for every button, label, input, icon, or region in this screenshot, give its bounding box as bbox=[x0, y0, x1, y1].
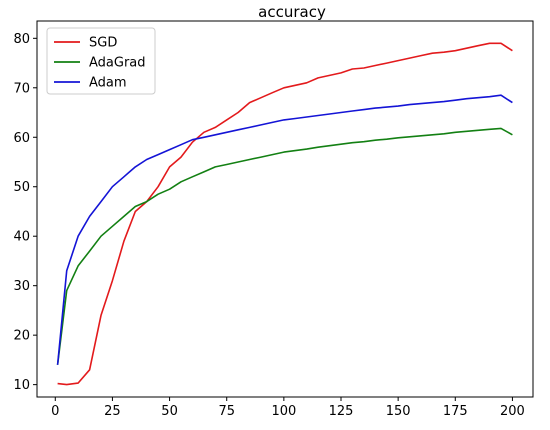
y-tick-label: 40 bbox=[13, 230, 30, 245]
legend-label: Adam bbox=[89, 76, 127, 91]
x-tick-label: 125 bbox=[329, 404, 354, 419]
legend-box bbox=[46, 27, 156, 95]
plot-frame bbox=[36, 20, 534, 398]
x-tick-label: 200 bbox=[500, 404, 525, 419]
x-tick-label: 175 bbox=[443, 404, 468, 419]
series-line-sgd bbox=[57, 42, 513, 386]
y-tick-label: 30 bbox=[13, 279, 30, 294]
x-tick-label: 50 bbox=[161, 404, 178, 419]
chart-title: accuracy bbox=[258, 3, 326, 21]
x-tick-label: 25 bbox=[104, 404, 121, 419]
x-tick-label: 100 bbox=[271, 404, 296, 419]
y-tick-label: 80 bbox=[13, 32, 30, 47]
y-tick-label: 50 bbox=[13, 180, 30, 195]
y-tick-label: 10 bbox=[13, 378, 30, 393]
x-tick-label: 75 bbox=[218, 404, 235, 419]
legend-label: AdaGrad bbox=[89, 56, 146, 71]
x-tick-label: 150 bbox=[386, 404, 411, 419]
series-line-adagrad bbox=[56, 127, 513, 365]
y-tick-label: 70 bbox=[13, 81, 30, 96]
legend-label: SGD bbox=[89, 36, 117, 51]
x-tick-label: 0 bbox=[51, 404, 59, 419]
y-tick-label: 60 bbox=[13, 131, 30, 146]
series-line-adam bbox=[56, 94, 513, 365]
y-tick-label: 20 bbox=[13, 329, 30, 344]
